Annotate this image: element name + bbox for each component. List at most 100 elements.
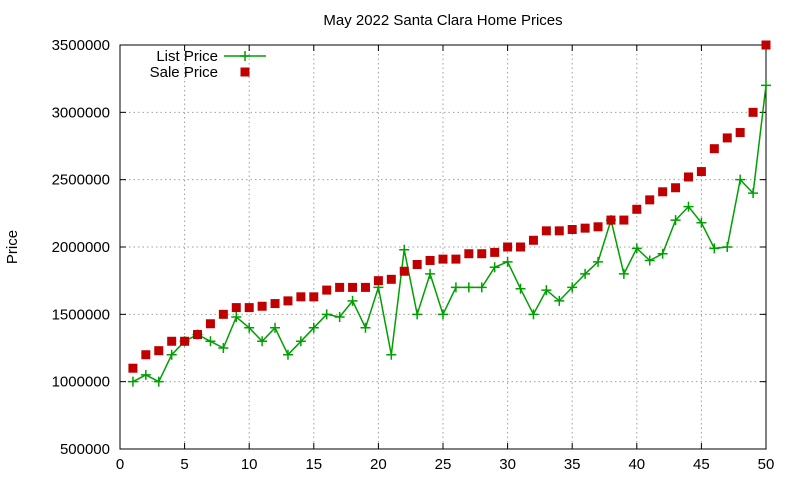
sale-price-point	[167, 336, 177, 346]
x-tick-label: 20	[370, 456, 387, 473]
sale-price-point	[735, 128, 745, 138]
sale-price-point	[360, 282, 370, 292]
list-price-point	[761, 80, 771, 91]
series-layer	[127, 40, 771, 387]
sale-price-series	[128, 40, 771, 373]
sale-price-point	[257, 301, 267, 311]
list-price-point	[683, 201, 694, 212]
sale-price-point	[154, 346, 164, 356]
list-price-point	[231, 312, 242, 323]
sale-price-point	[335, 282, 345, 292]
legend-marker-sale-price	[240, 67, 250, 77]
sale-price-point	[606, 215, 616, 225]
list-price-point	[554, 295, 565, 306]
list-price-point	[528, 309, 539, 320]
list-price-point	[735, 174, 746, 185]
list-price-point	[308, 322, 319, 333]
sale-price-point	[451, 254, 461, 264]
list-price-point	[593, 256, 604, 267]
list-price-point	[218, 343, 229, 353]
list-price-point	[502, 256, 513, 267]
list-price-point	[515, 283, 526, 294]
sale-price-point	[128, 363, 138, 373]
sale-price-point	[477, 249, 487, 259]
list-price-point	[244, 322, 255, 333]
y-tick-label: 1500000	[52, 306, 110, 323]
list-price-point	[205, 336, 216, 347]
sale-price-point	[322, 285, 332, 295]
x-tick-label: 15	[305, 456, 322, 473]
sale-price-point	[180, 336, 190, 346]
list-price-point	[748, 188, 759, 199]
x-tick-label: 25	[435, 456, 452, 473]
sale-price-point	[464, 249, 474, 259]
sale-price-point	[593, 222, 603, 232]
list-price-point	[541, 285, 552, 296]
sale-price-point	[231, 303, 241, 313]
list-price-point	[347, 295, 358, 306]
list-price-point	[399, 244, 410, 255]
list-price-point	[618, 268, 629, 279]
sale-price-point	[490, 247, 500, 257]
x-tick-label: 40	[628, 456, 645, 473]
list-price-point	[657, 248, 668, 259]
sale-price-point	[296, 292, 306, 302]
sale-price-point	[283, 296, 293, 306]
list-price-point	[670, 215, 681, 226]
list-price-point	[257, 336, 268, 347]
sale-price-point	[580, 223, 590, 233]
list-price-point	[270, 322, 281, 333]
list-price-point	[463, 282, 474, 293]
list-price-point	[153, 376, 164, 387]
x-tick-label: 10	[241, 456, 258, 473]
sale-price-point	[761, 40, 771, 50]
sale-price-point	[671, 183, 681, 193]
sale-price-point	[438, 254, 448, 264]
sale-price-point	[528, 235, 538, 245]
sale-price-point	[412, 260, 422, 270]
list-price-point	[140, 369, 151, 380]
list-price-series	[127, 80, 771, 387]
legend-marker-list-price	[240, 51, 250, 61]
sale-price-point	[141, 350, 151, 360]
sale-price-point	[709, 144, 719, 154]
list-price-point	[166, 349, 177, 360]
sale-price-point	[632, 204, 642, 214]
sale-price-point	[399, 266, 409, 276]
sale-price-point	[748, 107, 758, 117]
sale-price-point	[516, 242, 526, 252]
grid	[120, 45, 766, 449]
sale-price-point	[309, 292, 319, 302]
list-price-point	[282, 349, 293, 360]
sale-price-point	[270, 299, 280, 309]
y-axis-label: Price	[4, 230, 21, 264]
list-price-point	[438, 309, 448, 320]
sale-price-point	[244, 303, 254, 313]
list-price-point	[580, 268, 591, 279]
sale-price-point	[348, 282, 358, 292]
sale-price-point	[218, 309, 228, 319]
list-price-point	[709, 243, 720, 254]
list-price-point	[127, 376, 138, 387]
list-price-point	[696, 217, 707, 228]
list-price-point	[386, 349, 397, 360]
x-tick-label: 5	[180, 456, 188, 473]
sale-price-point	[541, 226, 551, 236]
x-tick-label: 45	[693, 456, 710, 473]
sale-price-point	[567, 224, 577, 234]
x-tick-label: 0	[116, 456, 124, 473]
y-tick-label: 3000000	[52, 104, 110, 121]
list-price-point	[476, 282, 487, 293]
sale-price-point	[619, 215, 629, 225]
y-tick-label: 2000000	[52, 239, 110, 256]
chart-title: May 2022 Santa Clara Home Prices	[323, 12, 562, 29]
axis-ticks: 0 5 10 15 20 25 30 35 40 45 50 500000 1000000 1500000…	[52, 37, 775, 473]
list-price-point	[450, 282, 461, 293]
sale-price-point	[696, 167, 706, 177]
legend-label-list-price: List Price	[156, 48, 218, 65]
sale-price-point	[645, 195, 655, 205]
list-price-point	[425, 268, 436, 279]
list-price-point	[722, 242, 733, 252]
